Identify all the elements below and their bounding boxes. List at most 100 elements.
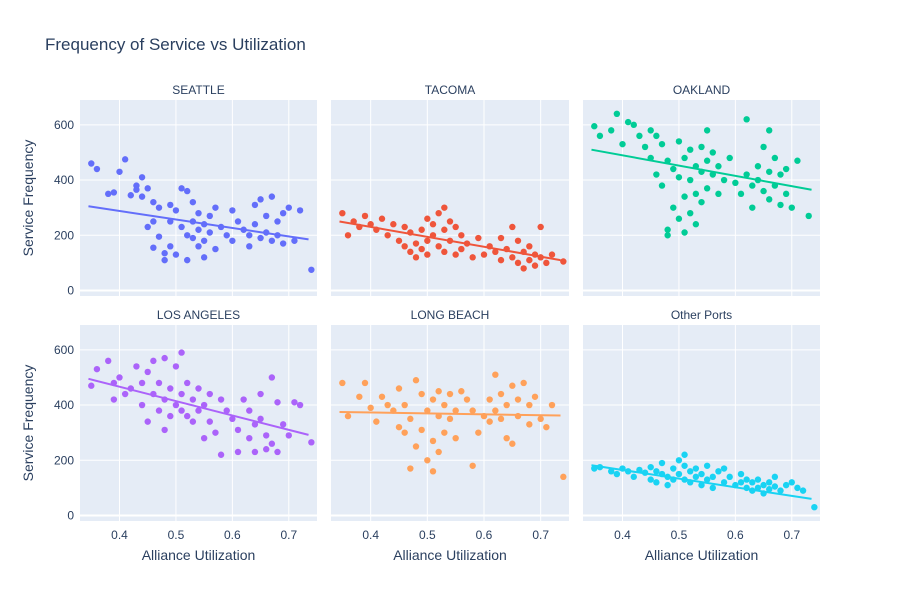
data-point (469, 407, 476, 414)
data-point (760, 187, 767, 195)
data-point (110, 396, 118, 403)
data-point (441, 204, 448, 211)
data-point (458, 245, 465, 253)
panel-title: SEATTLE (172, 83, 224, 97)
data-point (698, 198, 705, 206)
data-point (703, 185, 711, 192)
data-point (497, 256, 505, 264)
data-point (537, 415, 544, 423)
data-point (121, 390, 129, 398)
data-point (189, 234, 197, 242)
data-point (630, 473, 637, 481)
data-point (234, 426, 242, 434)
data-point (766, 168, 773, 175)
data-point (664, 226, 671, 233)
data-point (782, 190, 790, 198)
panel-title: LOS ANGELES (157, 308, 240, 322)
data-point (596, 132, 604, 140)
data-point (373, 418, 380, 425)
data-point (167, 412, 174, 420)
data-point (675, 215, 683, 222)
data-point (675, 174, 683, 181)
x-tick-label: 0.7 (783, 528, 800, 542)
data-point (720, 176, 728, 184)
data-point (88, 160, 95, 167)
data-point (167, 218, 174, 225)
data-point (384, 401, 391, 409)
x-tick-label: 0.7 (280, 528, 297, 542)
data-point (184, 232, 191, 239)
plot-area: SEATTLE 0 200 400 600 Service Frequency TACOMA… (20, 83, 820, 563)
data-point (161, 354, 168, 362)
data-point (395, 237, 403, 244)
data-point (452, 434, 459, 442)
data-point (458, 388, 465, 395)
data-point (178, 349, 185, 356)
chart-title: Frequency of Service vs Utilization (45, 35, 306, 54)
data-point (608, 127, 615, 134)
data-point (794, 157, 801, 164)
trendline (88, 205, 309, 241)
data-point (178, 223, 185, 231)
x-tick-label: 0.6 (727, 528, 744, 542)
data-point (424, 215, 431, 222)
data-point (229, 415, 236, 423)
data-point (395, 423, 403, 431)
data-point (161, 426, 168, 434)
data-point (274, 448, 281, 456)
y-axis-label: Service Frequency (20, 140, 36, 257)
data-point (703, 462, 711, 469)
data-point (189, 198, 197, 206)
data-point (766, 479, 773, 486)
data-point (418, 226, 425, 233)
data-point (709, 149, 716, 156)
data-point (257, 196, 264, 203)
data-point (653, 479, 660, 486)
data-point (658, 140, 666, 148)
data-point (766, 486, 773, 493)
data-point (212, 429, 219, 436)
data-point (246, 232, 253, 239)
data-point (619, 140, 626, 148)
data-point (344, 412, 352, 420)
data-point (424, 251, 431, 258)
x-tick-label: 0.4 (362, 528, 379, 542)
data-point (675, 138, 683, 145)
data-point (670, 204, 677, 211)
data-point (133, 363, 140, 370)
data-point (715, 468, 722, 475)
data-point (206, 418, 213, 425)
data-point (144, 368, 151, 376)
data-point (285, 432, 292, 439)
data-point (664, 481, 671, 489)
data-point (155, 233, 163, 240)
data-point (703, 157, 711, 164)
data-point (121, 156, 129, 163)
data-point (167, 201, 174, 209)
data-point (514, 259, 522, 267)
data-point (658, 182, 666, 189)
data-point (766, 196, 773, 203)
data-point (754, 163, 762, 170)
data-point (167, 385, 174, 392)
data-point (178, 185, 185, 192)
data-point (155, 407, 163, 414)
data-point (200, 237, 208, 244)
data-point (246, 434, 253, 442)
data-point (200, 401, 208, 409)
data-point (743, 476, 750, 483)
data-point (344, 232, 352, 239)
data-point (435, 209, 442, 217)
data-point (560, 473, 567, 481)
trendline (591, 464, 812, 500)
data-point (737, 190, 745, 198)
data-point (446, 415, 454, 423)
data-point (195, 407, 202, 414)
trendline (591, 148, 812, 191)
data-point (737, 470, 745, 478)
data-point (497, 234, 505, 242)
data-point (339, 379, 346, 387)
data-point (274, 218, 281, 225)
y-tick-label: 400 (54, 398, 74, 412)
data-point (144, 185, 151, 192)
